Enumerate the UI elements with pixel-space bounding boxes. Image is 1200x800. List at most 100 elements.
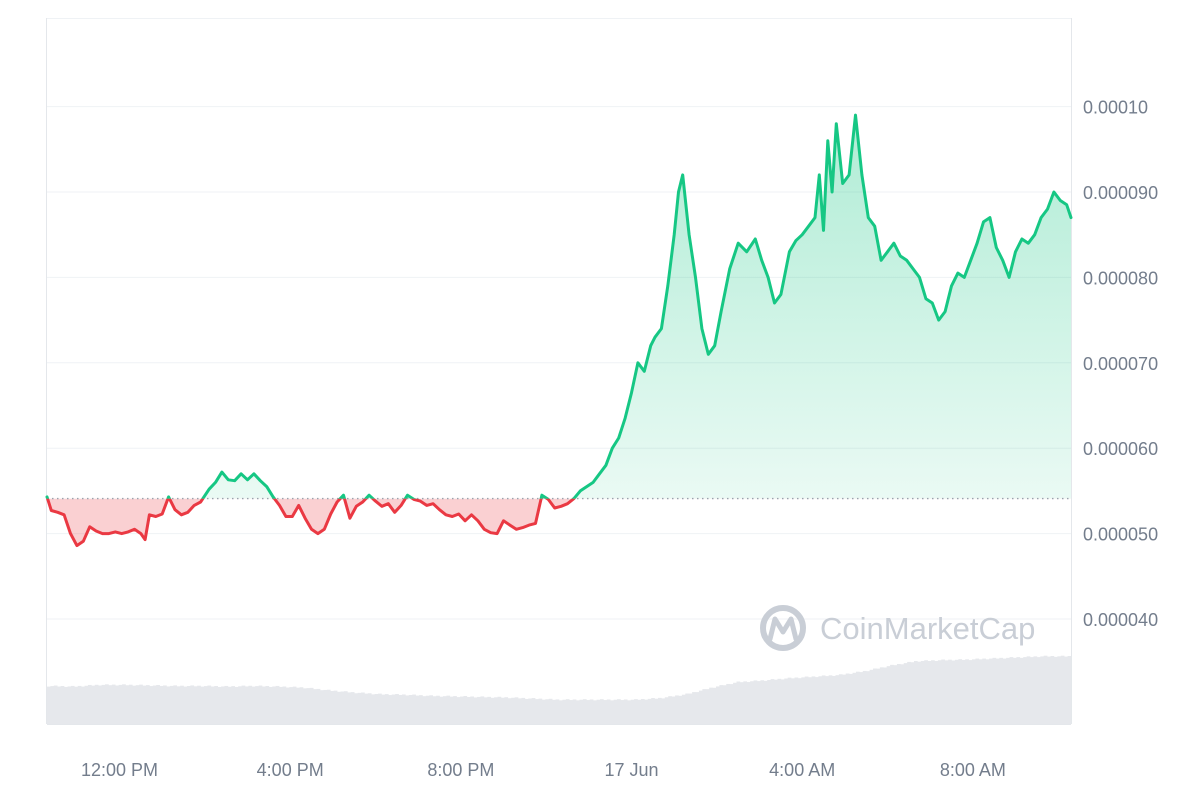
volume-bar bbox=[838, 674, 843, 724]
volume-bar bbox=[163, 685, 167, 724]
volume-bar bbox=[371, 694, 375, 724]
volume-bar bbox=[541, 699, 546, 724]
price-point bbox=[848, 174, 850, 176]
volume-bar bbox=[1002, 658, 1007, 724]
price-point bbox=[767, 276, 769, 278]
volume-bar bbox=[200, 686, 205, 724]
volume-bar bbox=[50, 686, 55, 724]
price-point bbox=[1070, 216, 1072, 218]
volume-bar bbox=[67, 686, 72, 724]
volume-bar bbox=[306, 688, 311, 724]
volume-bar bbox=[313, 689, 317, 724]
price-point bbox=[831, 191, 833, 193]
price-point bbox=[667, 285, 669, 287]
volume-bar bbox=[456, 697, 461, 724]
volume-bar bbox=[606, 699, 611, 724]
price-point bbox=[754, 238, 756, 240]
volume-bar bbox=[289, 687, 294, 724]
volume-bar bbox=[81, 686, 85, 724]
price-point bbox=[95, 530, 97, 532]
price-point bbox=[227, 479, 229, 481]
price-point bbox=[660, 327, 662, 329]
volume-bar bbox=[941, 659, 946, 724]
volume-bar bbox=[617, 699, 621, 724]
volume-bar bbox=[152, 685, 157, 724]
volume-bar bbox=[678, 695, 683, 724]
price-point bbox=[253, 473, 255, 475]
price-point bbox=[673, 234, 675, 236]
price-point bbox=[957, 272, 959, 274]
price-point bbox=[976, 242, 978, 244]
price-point bbox=[120, 532, 122, 534]
volume-bar bbox=[995, 658, 1000, 724]
price-point bbox=[406, 494, 408, 496]
volume-bar bbox=[589, 699, 594, 724]
volume-bar bbox=[1050, 656, 1055, 724]
price-point bbox=[893, 242, 895, 244]
volume-bar bbox=[166, 686, 171, 724]
volume-bar bbox=[1019, 657, 1024, 724]
volume-bar bbox=[811, 676, 816, 724]
volume-bar bbox=[651, 698, 655, 724]
volume-bar bbox=[989, 658, 993, 724]
price-point bbox=[419, 500, 421, 502]
volume-bar bbox=[449, 696, 454, 724]
price-point bbox=[714, 345, 716, 347]
volume-bar bbox=[982, 658, 986, 724]
price-point bbox=[912, 268, 914, 270]
volume-bar bbox=[849, 673, 853, 724]
volume-bar bbox=[944, 660, 949, 724]
price-point bbox=[682, 174, 684, 176]
volume-bar bbox=[422, 696, 427, 724]
volume-bar bbox=[453, 696, 457, 724]
price-point bbox=[874, 225, 876, 227]
price-point bbox=[108, 532, 110, 534]
volume-bar bbox=[815, 677, 819, 724]
volume-bar bbox=[681, 694, 686, 724]
volume-bar bbox=[832, 675, 836, 724]
volume-bar bbox=[640, 698, 645, 724]
price-point bbox=[349, 517, 351, 519]
y-tick-label: 0.00010 bbox=[1083, 98, 1148, 118]
volume-bar bbox=[500, 697, 505, 724]
price-point bbox=[918, 276, 920, 278]
volume-bar bbox=[53, 685, 58, 724]
volume-bar bbox=[736, 681, 741, 724]
volume-bar bbox=[552, 699, 556, 724]
x-tick-label: 8:00 AM bbox=[940, 760, 1006, 780]
volume-bar bbox=[367, 693, 372, 724]
volume-bar bbox=[698, 690, 703, 724]
price-point bbox=[867, 216, 869, 218]
volume-bar bbox=[801, 677, 806, 724]
price-point bbox=[1002, 259, 1004, 261]
price-point bbox=[240, 473, 242, 475]
volume-bar bbox=[1057, 656, 1062, 724]
price-point bbox=[624, 417, 626, 419]
price-point bbox=[515, 528, 517, 530]
volume-bar bbox=[511, 697, 515, 724]
price-point bbox=[737, 242, 739, 244]
volume-bar bbox=[405, 695, 410, 724]
volume-bar bbox=[808, 677, 812, 724]
price-point bbox=[208, 488, 210, 490]
price-point bbox=[534, 522, 536, 524]
price-point bbox=[560, 505, 562, 507]
volume-bars bbox=[47, 655, 1072, 724]
price-point bbox=[323, 528, 325, 530]
volume-bar bbox=[347, 692, 352, 724]
volume-bar bbox=[903, 663, 908, 724]
coinmarketcap-logo-icon bbox=[760, 605, 806, 651]
volume-bar bbox=[401, 694, 406, 724]
volume-bar bbox=[176, 686, 181, 724]
price-point bbox=[1021, 238, 1023, 240]
volume-bar bbox=[412, 694, 416, 724]
price-point bbox=[694, 276, 696, 278]
volume-bar bbox=[514, 697, 519, 724]
volume-bar bbox=[883, 667, 887, 724]
volume-bar bbox=[429, 695, 434, 724]
price-point bbox=[925, 298, 927, 300]
volume-bar bbox=[521, 697, 526, 724]
volume-bar bbox=[64, 686, 68, 724]
y-tick-label: 0.000060 bbox=[1083, 439, 1158, 459]
